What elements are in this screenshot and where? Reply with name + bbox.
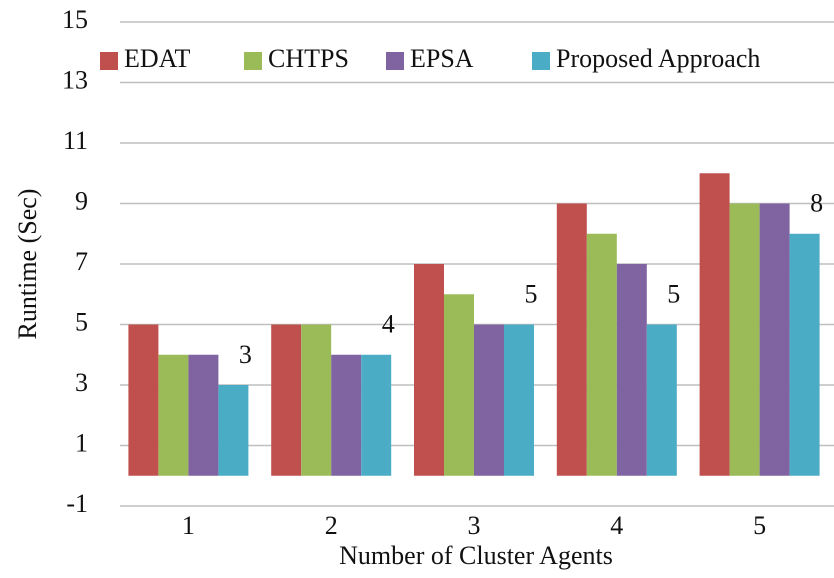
y-tick-label: 5 (75, 307, 88, 336)
y-tick-label: 11 (63, 126, 88, 155)
x-tick-label: 2 (325, 511, 338, 540)
y-tick-label: 3 (75, 368, 88, 397)
bar (556, 203, 587, 476)
legend-label: EPSA (410, 44, 474, 73)
bar (271, 324, 302, 476)
bar (504, 324, 534, 476)
bar (331, 354, 362, 476)
bar (414, 264, 444, 476)
data-label: 4 (382, 310, 395, 339)
bar (158, 354, 189, 476)
bar (218, 385, 249, 476)
y-tick-label: 15 (62, 5, 88, 34)
bar (474, 324, 504, 476)
bar (646, 324, 677, 476)
data-label: 5 (667, 279, 680, 308)
bar (729, 203, 760, 476)
bar (699, 173, 730, 476)
bar (789, 233, 820, 476)
data-label: 3 (239, 340, 252, 369)
x-tick-label: 3 (468, 511, 481, 540)
bar (301, 324, 332, 476)
y-tick-label: -1 (66, 489, 88, 518)
legend-swatch (386, 52, 404, 70)
bar (759, 203, 790, 476)
y-axis-title: Runtime (Sec) (13, 189, 42, 340)
legend-swatch (100, 52, 118, 70)
bar (616, 264, 647, 476)
x-tick-label: 1 (182, 511, 195, 540)
bar (128, 324, 159, 476)
x-tick-label: 5 (753, 511, 766, 540)
legend-label: EDAT (124, 44, 191, 73)
data-label: 8 (810, 189, 823, 218)
legend-swatch (532, 52, 550, 70)
bar (586, 233, 617, 476)
data-label: 5 (525, 279, 538, 308)
y-tick-label: 1 (75, 428, 88, 457)
bar (188, 354, 219, 476)
x-tick-label: 4 (610, 511, 623, 540)
legend-swatch (244, 52, 262, 70)
legend-label: Proposed Approach (556, 44, 760, 73)
y-tick-label: 7 (75, 247, 88, 276)
bar (444, 294, 474, 476)
legend-label: CHTPS (268, 44, 349, 73)
y-tick-label: 9 (75, 186, 88, 215)
bar (361, 354, 392, 476)
y-tick-label: 13 (62, 65, 88, 94)
x-axis-title: Number of Cluster Agents (339, 541, 613, 570)
